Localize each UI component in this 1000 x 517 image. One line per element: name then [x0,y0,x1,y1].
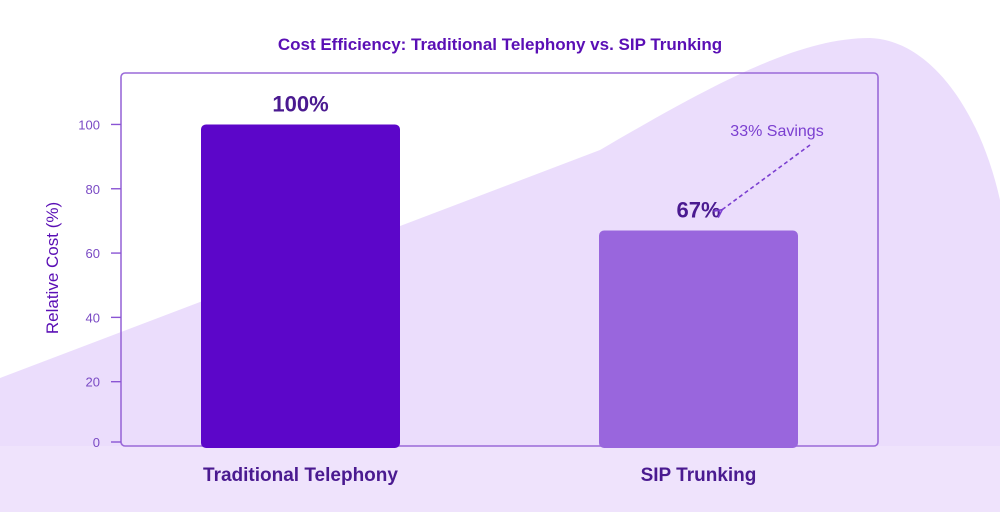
bar-value-label: 67% [676,198,720,223]
annotation-text: 33% Savings [730,123,823,140]
chart-title: Cost Efficiency: Traditional Telephony v… [278,35,722,54]
bar-traditional-telephony [201,124,400,448]
bar-sip-trunking [599,230,798,448]
x-category-label: Traditional Telephony [203,465,398,486]
y-tick-label: 80 [86,182,100,197]
bar-value-label: 100% [272,91,328,116]
y-tick-label: 100 [78,117,100,132]
background-wedge [0,38,1000,512]
savings-annotation: 33% Savings [719,123,824,212]
background-footer-band [0,446,1000,512]
background-shape [0,38,1000,512]
plot-frame [120,72,879,447]
y-tick-label: 20 [86,375,100,390]
y-axis-label: Relative Cost (%) [43,202,62,334]
x-category-label: SIP Trunking [641,465,757,486]
y-tick-label: 40 [86,310,100,325]
bars [201,124,798,448]
y-tick-label: 60 [86,246,100,261]
y-axis: 0 20 40 60 80 100 [78,117,121,450]
annotation-arrow [719,144,811,212]
data-labels: 100% Traditional Telephony 67% SIP Trunking [203,91,756,486]
y-tick-label: 0 [93,435,100,450]
